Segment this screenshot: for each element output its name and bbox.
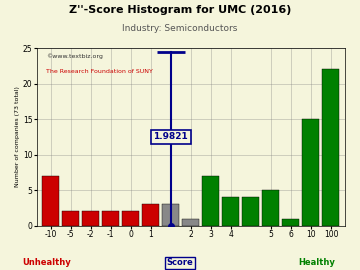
Text: Z''-Score Histogram for UMC (2016): Z''-Score Histogram for UMC (2016) xyxy=(69,5,291,15)
Bar xyxy=(282,218,300,226)
Bar xyxy=(142,204,159,226)
Bar xyxy=(302,119,319,226)
Bar xyxy=(262,190,279,226)
Bar xyxy=(182,218,199,226)
Text: The Research Foundation of SUNY: The Research Foundation of SUNY xyxy=(46,69,153,75)
Bar xyxy=(323,69,339,226)
Text: Unhealthy: Unhealthy xyxy=(22,258,71,267)
Text: Industry: Semiconductors: Industry: Semiconductors xyxy=(122,24,238,33)
Bar xyxy=(162,204,179,226)
Text: ©www.textbiz.org: ©www.textbiz.org xyxy=(46,53,103,59)
Bar xyxy=(82,211,99,226)
Bar xyxy=(242,197,260,226)
Bar xyxy=(122,211,139,226)
Text: 1.9821: 1.9821 xyxy=(153,132,188,141)
Text: Score: Score xyxy=(167,258,193,267)
Bar xyxy=(202,176,219,226)
Bar xyxy=(102,211,119,226)
Y-axis label: Number of companies (73 total): Number of companies (73 total) xyxy=(15,86,20,187)
Text: Healthy: Healthy xyxy=(298,258,335,267)
Bar xyxy=(42,176,59,226)
Bar xyxy=(222,197,239,226)
Bar xyxy=(62,211,79,226)
